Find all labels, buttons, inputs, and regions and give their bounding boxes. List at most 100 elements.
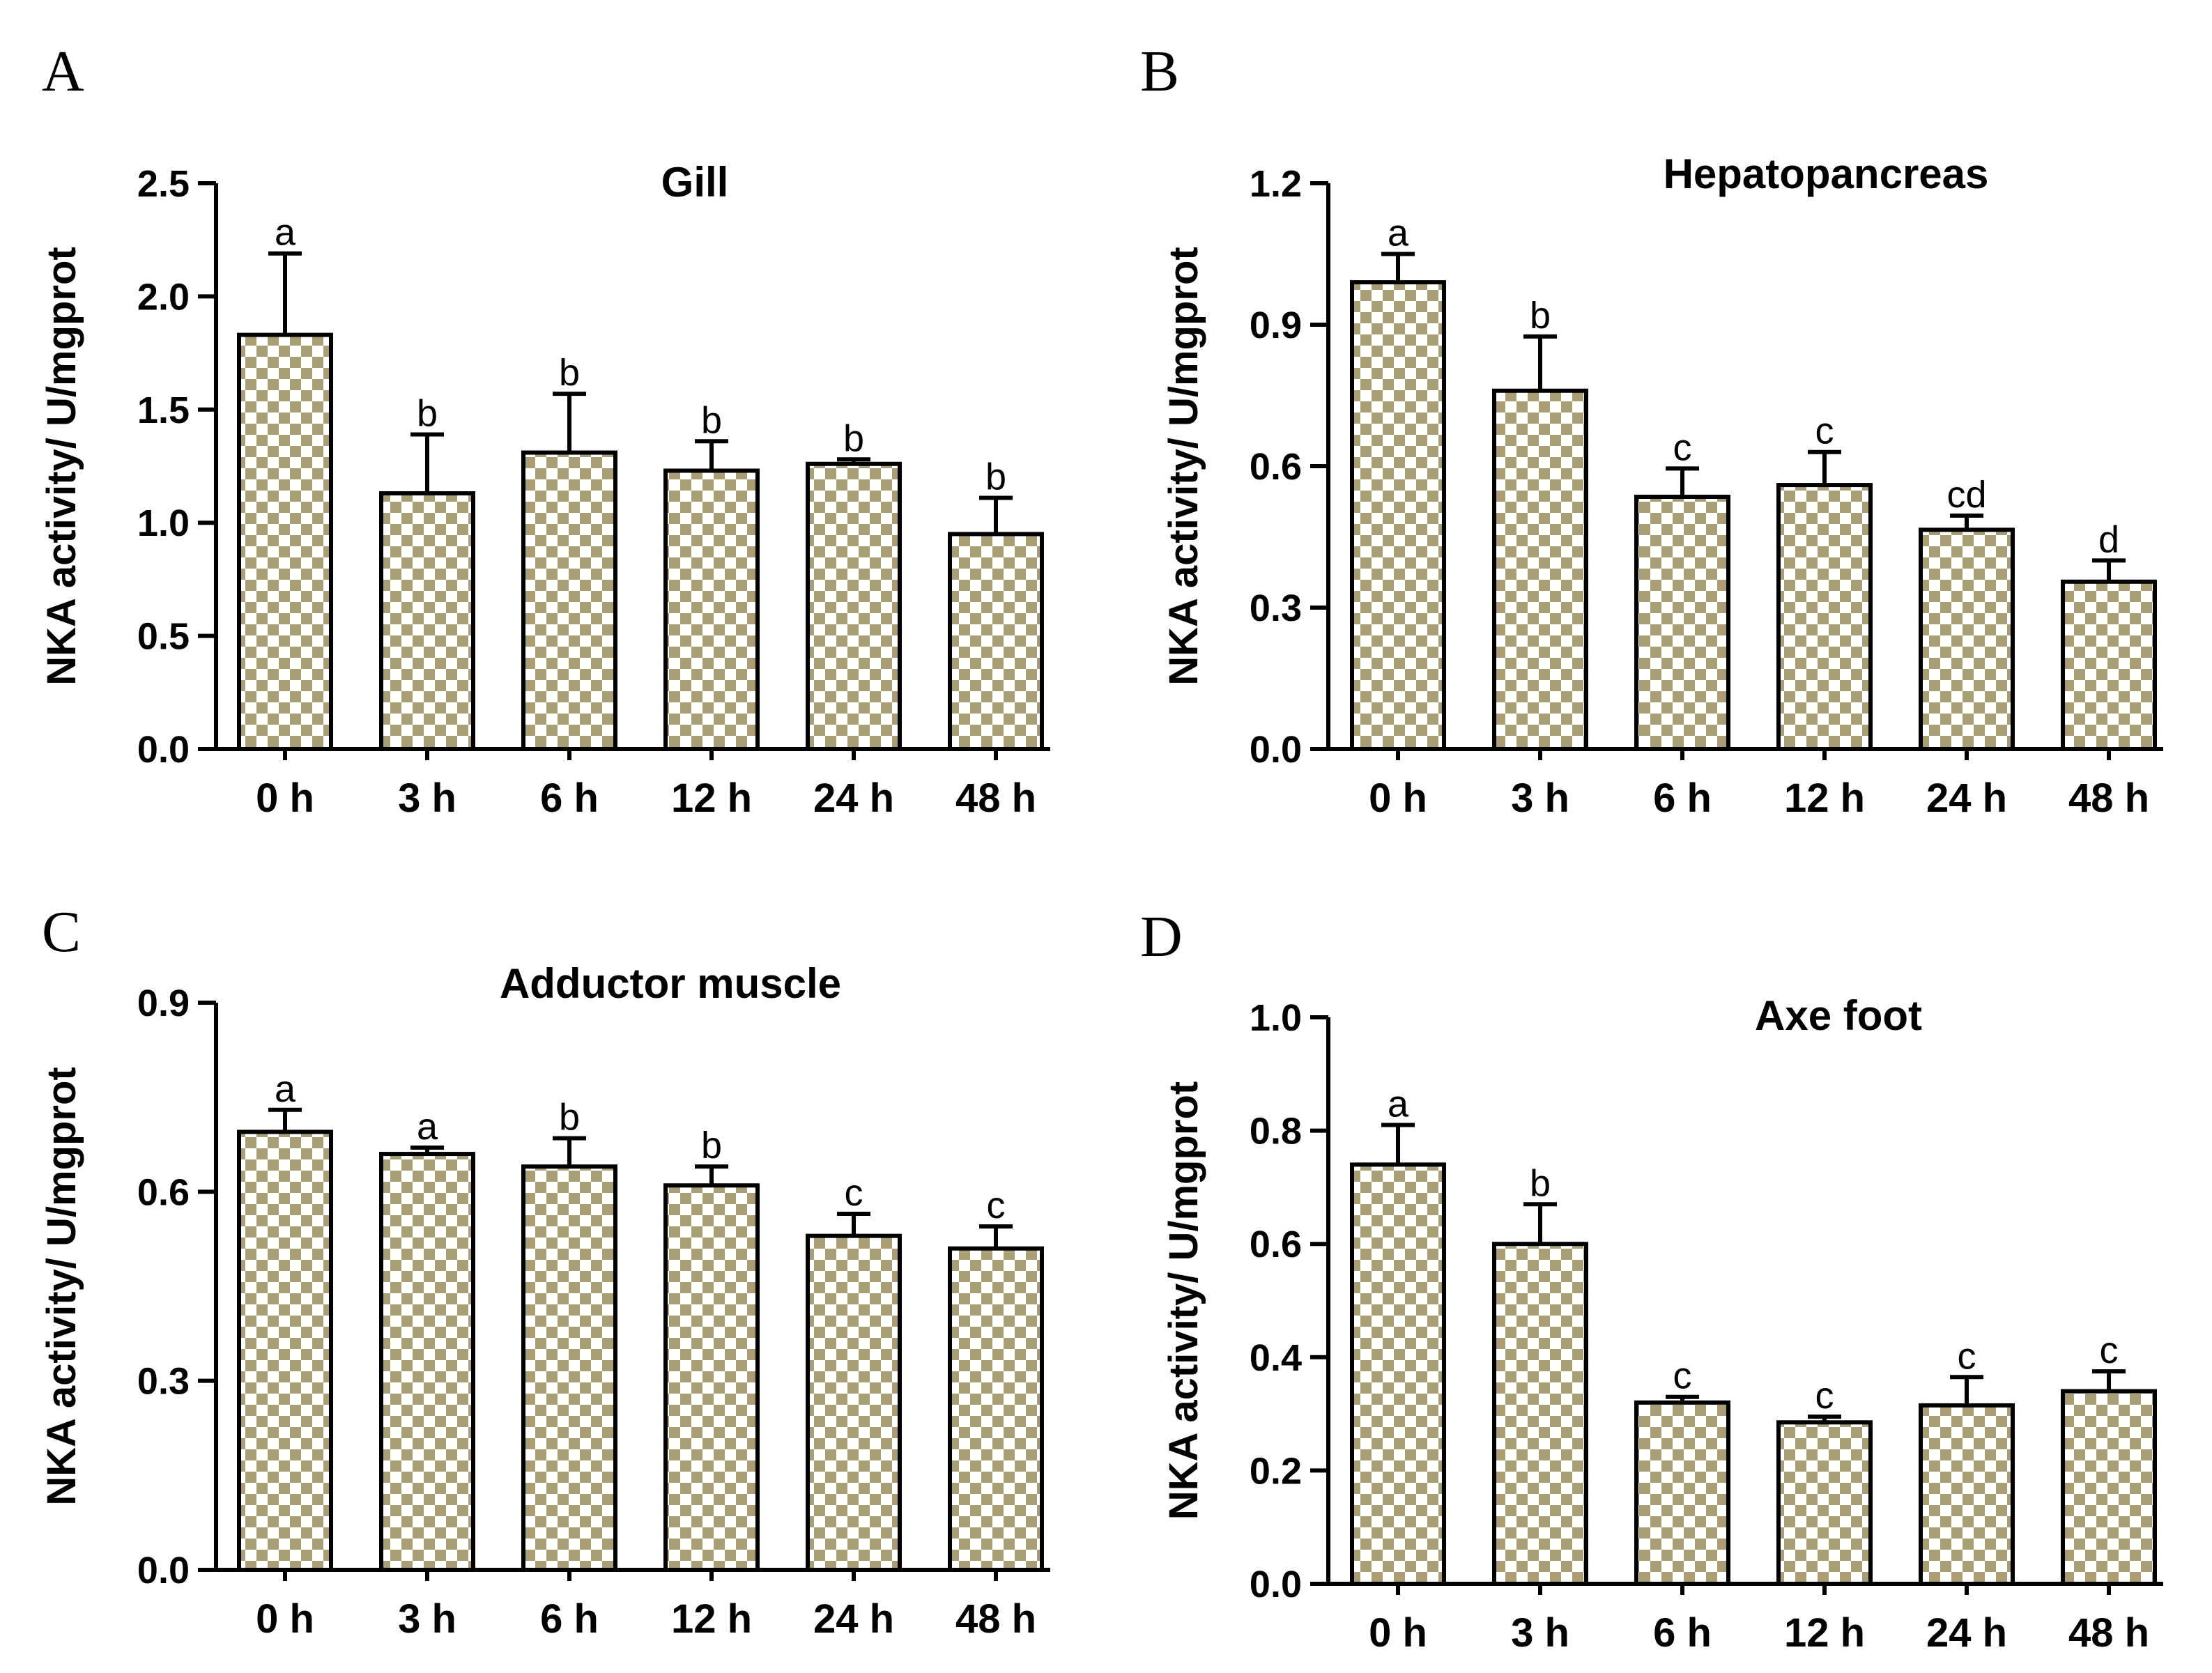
x-tick-label: 12 h xyxy=(1784,1610,1865,1656)
y-tick-label: 0.0 xyxy=(137,1550,190,1591)
bar-0h xyxy=(237,1130,333,1572)
x-tick-label: 6 h xyxy=(1653,1610,1712,1656)
y-tick-label: 0.6 xyxy=(1250,1224,1302,1265)
x-tick-label: 0 h xyxy=(256,776,314,821)
chart-title: Gill xyxy=(661,159,729,206)
y-tick-label: 0.9 xyxy=(1250,304,1302,346)
y-tick-label: 0.2 xyxy=(1250,1450,1302,1492)
x-tick-label: 0 h xyxy=(1369,776,1427,821)
x-tick-label: 48 h xyxy=(955,776,1036,821)
bar-24h xyxy=(806,461,902,751)
significance-label: b xyxy=(559,1096,580,1138)
x-tick-label: 48 h xyxy=(2068,1610,2149,1656)
y-tick-label: 1.0 xyxy=(1250,997,1302,1039)
x-tick-label: 48 h xyxy=(955,1596,1036,1642)
bar-48h xyxy=(948,1246,1044,1572)
panel-letter: A xyxy=(42,39,84,104)
y-axis-label: NKA activity/ U/mgprot xyxy=(1161,247,1206,685)
chart-panel-d: D Axe foot NKA activity/ U/mgprot 0.0 0.2 0.4… xyxy=(1140,904,2163,1656)
x-tick-label: 12 h xyxy=(1784,776,1865,821)
bar-48h xyxy=(948,532,1044,751)
y-tick-label: 0.0 xyxy=(137,729,190,771)
x-tick-label: 3 h xyxy=(1511,1610,1569,1656)
significance-label: b xyxy=(701,399,722,441)
y-axis-label: NKA activity/ U/mgprot xyxy=(39,1067,84,1505)
x-tick-label: 6 h xyxy=(540,776,599,821)
y-tick-label: 2.5 xyxy=(137,163,190,205)
bar-0h xyxy=(1350,280,1446,752)
y-tick-label: 0.8 xyxy=(1250,1111,1302,1152)
y-tick-label: 0.6 xyxy=(1250,446,1302,488)
x-tick-label: 24 h xyxy=(813,1596,894,1642)
x-tick-label: 6 h xyxy=(1653,776,1712,821)
significance-label: c xyxy=(2100,1329,2119,1371)
bar-12h xyxy=(1776,1420,1873,1587)
chart-panel-a: A Gill NKA activity/ U/mgprot 0.0 0.5 1.0 1.5 2… xyxy=(39,39,1050,821)
x-tick-label: 0 h xyxy=(256,1596,314,1642)
y-axis-label: NKA activity/ U/mgprot xyxy=(39,247,84,685)
y-tick-label: 0.5 xyxy=(137,616,190,658)
significance-label: a xyxy=(1388,213,1409,254)
bar-48h xyxy=(2061,579,2157,751)
significance-label: b xyxy=(1530,1162,1551,1204)
y-axis-label: NKA activity/ U/mgprot xyxy=(1161,1081,1206,1520)
bar-12h xyxy=(663,468,760,751)
significance-label: b xyxy=(985,456,1006,498)
significance-label: b xyxy=(1530,295,1551,337)
bar-24h xyxy=(1919,527,2015,751)
bar-6h xyxy=(1634,494,1730,751)
significance-label: cd xyxy=(1946,474,1986,516)
significance-label: c xyxy=(1815,410,1834,452)
bar-24h xyxy=(806,1233,902,1572)
significance-label: a xyxy=(1388,1083,1409,1125)
chart-title: Hepatopancreas xyxy=(1664,151,1989,197)
bar-3h xyxy=(1492,388,1588,751)
x-tick-label: 3 h xyxy=(398,1596,456,1642)
y-tick-label: 1.0 xyxy=(137,502,190,544)
y-tick-label: 0.0 xyxy=(1250,729,1302,771)
chart-title: Adductor muscle xyxy=(500,960,841,1007)
significance-label: c xyxy=(1815,1375,1834,1417)
significance-label: a xyxy=(417,1106,438,1148)
significance-label: c xyxy=(845,1172,863,1214)
bar-3h xyxy=(1492,1242,1588,1586)
bar-6h xyxy=(521,450,617,752)
x-tick-label: 0 h xyxy=(1369,1610,1427,1656)
bar-6h xyxy=(1634,1400,1730,1586)
significance-label: b xyxy=(559,352,580,394)
x-tick-label: 12 h xyxy=(671,776,752,821)
x-tick-label: 3 h xyxy=(398,776,456,821)
x-tick-label: 24 h xyxy=(813,776,894,821)
bar-48h xyxy=(2061,1389,2157,1586)
x-tick-label: 24 h xyxy=(1926,1610,2007,1656)
significance-label: b xyxy=(843,417,864,459)
y-tick-label: 2.0 xyxy=(137,276,190,318)
x-tick-label: 3 h xyxy=(1511,776,1569,821)
chart-panel-c: C Adductor muscle NKA activity/ U/mgprot 0.… xyxy=(39,900,1050,1642)
y-tick-label: 0.9 xyxy=(137,982,190,1024)
panel-letter: D xyxy=(1140,904,1183,969)
y-tick-label: 0.4 xyxy=(1250,1337,1302,1379)
bar-12h xyxy=(1776,483,1873,751)
significance-label: b xyxy=(701,1125,722,1166)
bar-3h xyxy=(379,491,475,751)
significance-label: c xyxy=(1673,1355,1692,1397)
chart-title: Axe foot xyxy=(1755,992,1922,1039)
x-tick-label: 24 h xyxy=(1926,776,2007,821)
bar-6h xyxy=(521,1164,617,1572)
x-tick-label: 48 h xyxy=(2068,776,2149,821)
y-tick-label: 0.6 xyxy=(137,1171,190,1213)
significance-label: c xyxy=(1958,1335,1976,1377)
bar-3h xyxy=(379,1152,475,1572)
panel-letter: B xyxy=(1140,39,1179,104)
bar-12h xyxy=(663,1183,760,1573)
chart-panels: A Gill NKA activity/ U/mgprot 0.0 0.5 1.0 1.5 2… xyxy=(39,39,2163,1656)
y-tick-label: 0.0 xyxy=(1250,1564,1302,1605)
y-tick-label: 0.3 xyxy=(137,1361,190,1403)
y-tick-label: 1.5 xyxy=(137,390,190,431)
significance-label: d xyxy=(2098,518,2119,560)
significance-label: a xyxy=(275,212,296,254)
y-tick-label: 0.3 xyxy=(1250,587,1302,629)
bar-24h xyxy=(1919,1403,2015,1587)
